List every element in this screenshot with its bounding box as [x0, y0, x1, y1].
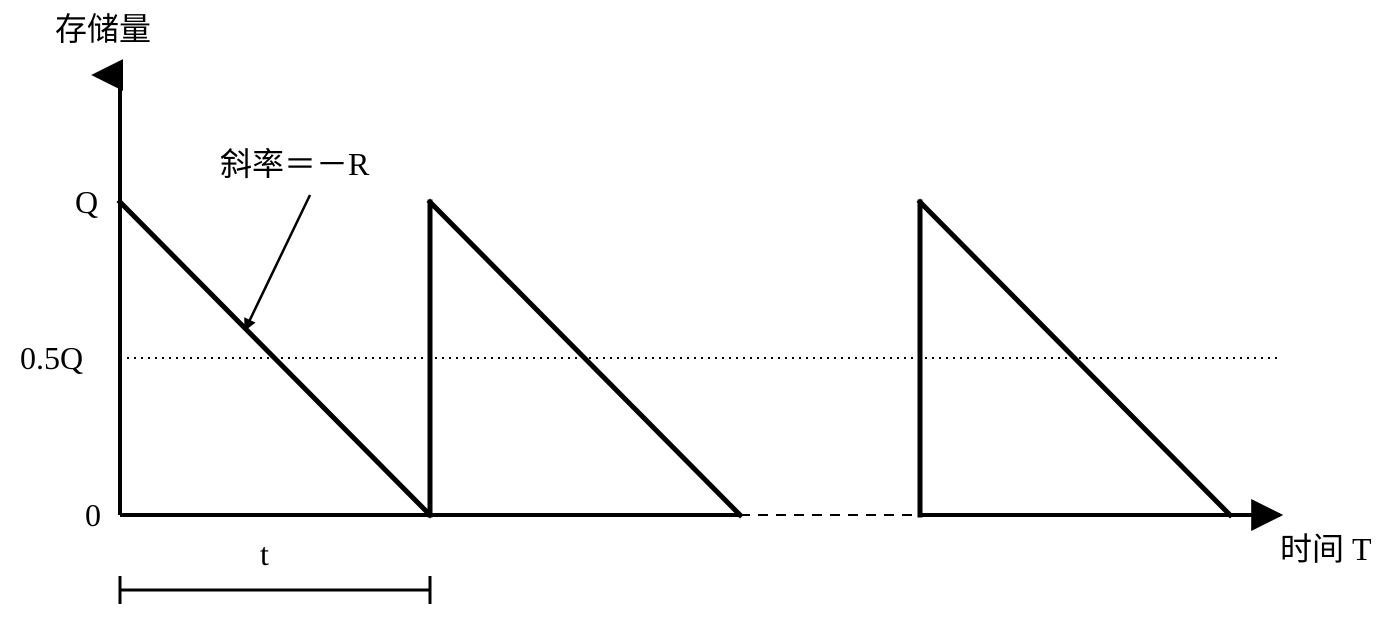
sawtooth-cycle-2-fall: [430, 202, 740, 515]
sawtooth-cycle-1-fall: [120, 202, 430, 515]
y-axis-label: 存储量: [55, 11, 151, 47]
y-tick-0: Q: [75, 184, 98, 220]
slope-annotation-text: 斜率＝－R: [220, 146, 370, 182]
sawtooth-cycle-n-fall: [920, 202, 1230, 515]
slope-annotation-arrow: [245, 195, 310, 330]
y-tick-1: 0.5Q: [20, 340, 83, 376]
y-tick-2: 0: [85, 497, 101, 533]
x-axis-label: 时间 T: [1280, 531, 1372, 567]
t-bracket-label: t: [260, 536, 269, 572]
